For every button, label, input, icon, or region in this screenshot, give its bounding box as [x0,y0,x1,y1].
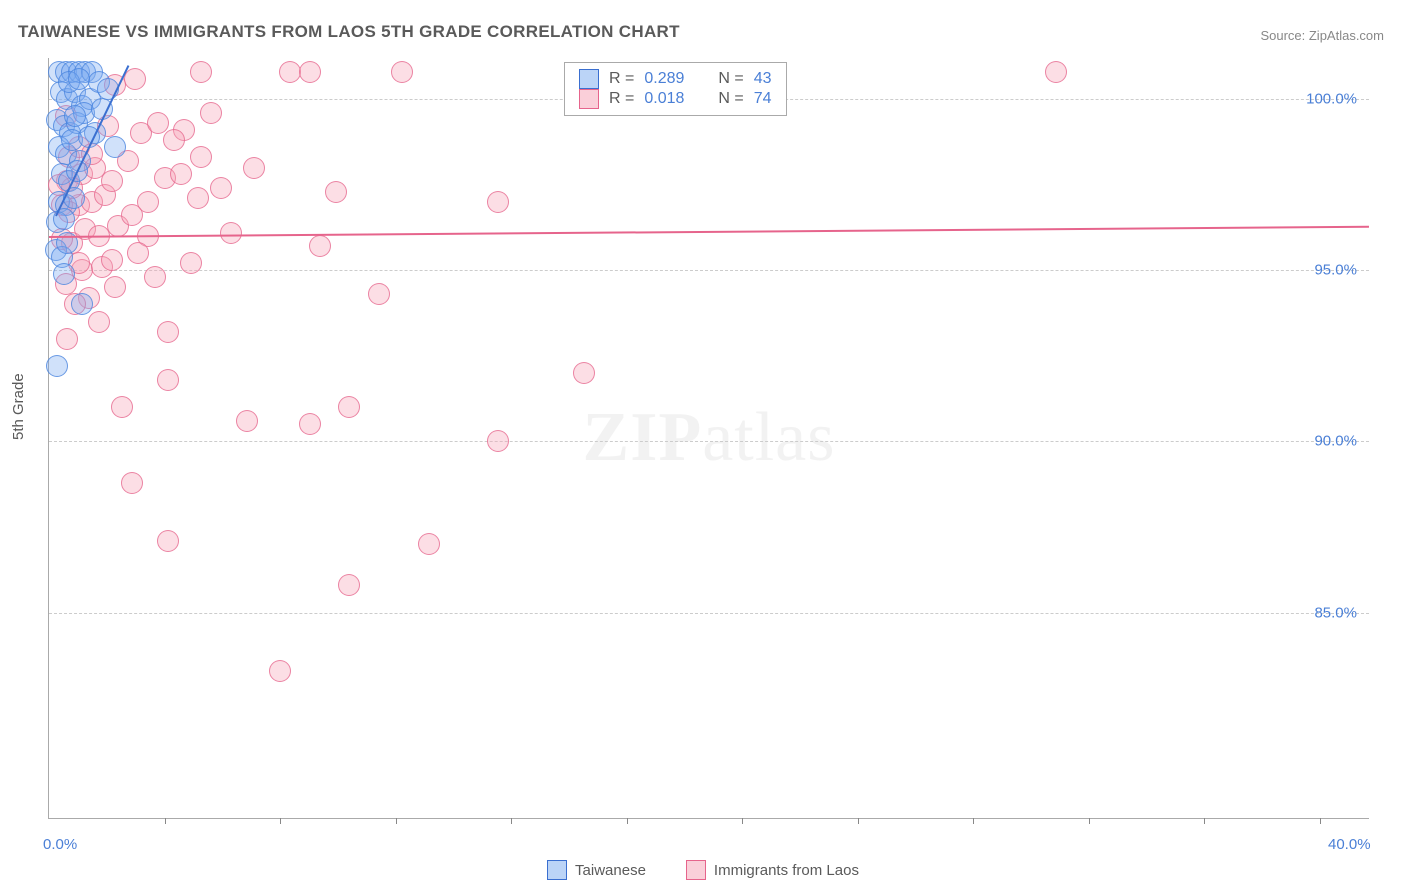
data-point [88,311,110,333]
x-tick [1320,818,1321,824]
legend-label-taiwanese: Taiwanese [575,862,646,879]
stats-r-label: R = [609,70,634,88]
stats-n-value: 43 [754,70,772,88]
data-point [1045,61,1067,83]
source-prefix: Source: [1260,28,1308,43]
y-tick-label: 85.0% [1314,604,1357,621]
data-point [299,413,321,435]
stats-r-value: 0.289 [644,70,684,88]
data-point [325,181,347,203]
stats-swatch [579,69,599,89]
source-link[interactable]: ZipAtlas.com [1309,28,1384,43]
data-point [368,283,390,305]
stats-n-value: 74 [754,90,772,108]
data-point [391,61,413,83]
legend: Taiwanese Immigrants from Laos [0,860,1406,880]
data-point [68,68,90,90]
data-point [121,204,143,226]
source-attribution: Source: ZipAtlas.com [1260,28,1384,43]
x-tick [742,818,743,824]
data-point [487,191,509,213]
data-point [121,472,143,494]
stats-r-label: R = [609,90,634,108]
y-tick-label: 90.0% [1314,433,1357,450]
x-tick [511,818,512,824]
x-tick [165,818,166,824]
data-point [124,68,146,90]
data-point [104,276,126,298]
data-point [170,163,192,185]
legend-swatch-blue [547,860,567,880]
x-tick [1204,818,1205,824]
data-point [127,242,149,264]
data-point [418,533,440,555]
data-point [157,321,179,343]
data-point [200,102,222,124]
watermark: ZIPatlas [583,398,836,478]
scatter-plot-area: ZIPatlas 85.0% 90.0% 95.0% 100.0% R = 0.289 N … [48,58,1369,819]
stats-n-label: N = [718,90,743,108]
data-point [269,660,291,682]
data-point [46,355,68,377]
stats-row-laos: R = 0.018 N = 74 [579,89,772,109]
x-tick [627,818,628,824]
x-tick [1089,818,1090,824]
data-point [338,574,360,596]
data-point [157,369,179,391]
data-point [236,410,258,432]
x-tick [396,818,397,824]
stats-row-taiwanese: R = 0.289 N = 43 [579,69,772,89]
trend-line-laos [49,226,1369,238]
gridline [49,441,1369,442]
chart-title: TAIWANESE VS IMMIGRANTS FROM LAOS 5TH GR… [18,22,680,42]
x-tick [280,818,281,824]
data-point [111,396,133,418]
data-point [573,362,595,384]
data-point [101,249,123,271]
x-tick [858,818,859,824]
stats-r-value: 0.018 [644,90,684,108]
correlation-stats-box: R = 0.289 N = 43 R = 0.018 N = 74 [564,62,787,116]
data-point [144,266,166,288]
data-point [190,61,212,83]
data-point [163,129,185,151]
data-point [279,61,301,83]
stats-n-label: N = [718,70,743,88]
data-point [104,136,126,158]
x-tick-label-max: 40.0% [1328,836,1371,853]
legend-item-laos: Immigrants from Laos [686,860,859,880]
legend-label-laos: Immigrants from Laos [714,862,859,879]
y-tick-label: 100.0% [1306,91,1357,108]
x-tick-label-min: 0.0% [43,836,77,853]
data-point [187,187,209,209]
data-point [190,146,212,168]
data-point [338,396,360,418]
x-tick [973,818,974,824]
data-point [210,177,232,199]
legend-item-taiwanese: Taiwanese [547,860,646,880]
data-point [299,61,321,83]
data-point [53,263,75,285]
data-point [147,112,169,134]
data-point [56,328,78,350]
data-point [220,222,242,244]
gridline [49,613,1369,614]
legend-swatch-pink [686,860,706,880]
y-axis-label: 5th Grade [10,373,27,440]
data-point [101,170,123,192]
data-point [487,430,509,452]
gridline [49,270,1369,271]
stats-swatch [579,89,599,109]
data-point [309,235,331,257]
data-point [71,293,93,315]
data-point [243,157,265,179]
y-tick-label: 95.0% [1314,262,1357,279]
data-point [157,530,179,552]
